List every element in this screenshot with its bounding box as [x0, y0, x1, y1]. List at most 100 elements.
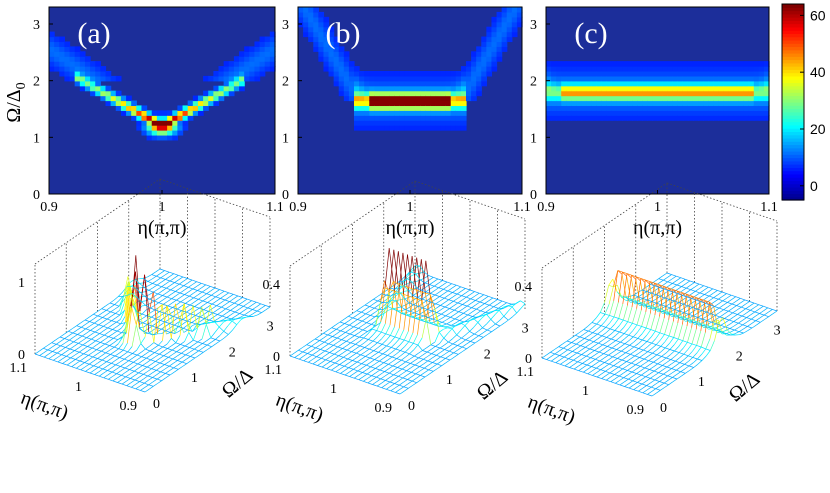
mesh-line — [589, 345, 595, 350]
mesh-line — [320, 349, 326, 352]
mesh-line — [617, 355, 622, 359]
mesh-line — [219, 289, 225, 292]
mesh-line — [365, 306, 370, 310]
mesh-line — [179, 303, 185, 322]
heatmap-cell — [455, 100, 462, 107]
mesh-line — [215, 339, 221, 342]
mesh-line — [683, 353, 689, 357]
mesh-line — [228, 329, 233, 335]
mesh-line — [424, 373, 430, 378]
mesh-line — [718, 298, 723, 302]
mesh-line — [336, 337, 342, 341]
mesh-line — [165, 374, 171, 379]
heatmap-cell — [703, 80, 709, 87]
mesh-line — [334, 362, 340, 365]
heatmap-cell — [100, 85, 107, 92]
heatmap-cell — [228, 80, 235, 87]
colorbar-segment — [782, 147, 804, 152]
mesh-line — [663, 285, 669, 289]
mesh-line — [679, 310, 685, 314]
mesh-line — [147, 368, 152, 372]
heatmap-cell — [318, 51, 325, 57]
mesh-line — [623, 319, 628, 323]
mesh-line — [420, 376, 426, 381]
mesh-line — [128, 353, 133, 357]
mesh-line — [148, 283, 153, 287]
mesh-line — [203, 309, 209, 312]
mesh-line — [659, 284, 664, 288]
heatmap-cell — [239, 85, 245, 92]
mesh-line — [609, 315, 615, 318]
mesh-line — [622, 365, 628, 370]
mesh-line — [80, 366, 86, 371]
mesh-line — [622, 271, 628, 274]
mesh-line — [440, 349, 445, 353]
heatmap-cell — [348, 95, 355, 102]
heatmap-cell — [343, 56, 350, 62]
mesh-line — [409, 353, 415, 357]
mesh-line — [256, 303, 262, 307]
mesh-line — [164, 312, 169, 316]
mesh-line — [185, 300, 190, 304]
heatmap-cell — [54, 36, 60, 43]
mesh-line — [148, 312, 155, 343]
heatmap-cell — [84, 85, 91, 92]
mesh-line — [75, 359, 81, 362]
mesh-line — [182, 320, 188, 325]
mesh-line — [638, 303, 644, 306]
mesh-line — [96, 350, 102, 355]
heatmap-cell — [753, 90, 760, 97]
mesh-line — [678, 347, 684, 353]
mesh-line — [47, 349, 53, 352]
heatmap-cell — [763, 90, 770, 97]
heatmap-cell — [687, 85, 694, 92]
mesh-line — [406, 314, 411, 318]
mesh-line — [329, 352, 335, 355]
mesh-line — [192, 288, 198, 291]
mesh-line — [161, 279, 166, 283]
mesh-line — [471, 300, 476, 304]
mesh-line — [668, 283, 673, 287]
mesh-line — [201, 307, 207, 325]
mesh-line — [77, 334, 83, 337]
heatmap-cell — [708, 95, 714, 102]
mesh-line — [623, 377, 629, 380]
heatmap-cell — [546, 100, 552, 107]
heatmap-cell — [611, 110, 618, 116]
heatmap-cell — [591, 61, 598, 67]
mesh-line — [666, 357, 671, 360]
x-tick-label: 1 — [407, 200, 414, 215]
mesh-line — [727, 302, 733, 305]
heatmap-cell — [100, 90, 107, 97]
mesh-line — [175, 335, 181, 343]
heatmap-cell — [551, 61, 557, 67]
mesh-line — [546, 356, 551, 360]
mesh-line — [85, 325, 91, 330]
mesh-line — [731, 300, 737, 305]
mesh-line — [149, 300, 155, 304]
mesh-line — [704, 291, 709, 295]
mesh-line — [265, 305, 271, 308]
x-tick-label: 1.1 — [513, 200, 531, 215]
heatmap-cell — [151, 134, 158, 141]
heatmap-cell — [374, 110, 381, 116]
mesh-line — [132, 353, 138, 356]
mesh-line — [677, 292, 683, 324]
mesh-line — [646, 385, 652, 388]
mesh-line — [646, 341, 652, 344]
heatmap-cell — [708, 75, 714, 82]
heatmap-cell — [496, 41, 503, 47]
mesh-line — [450, 314, 455, 318]
mesh-line — [416, 289, 421, 293]
mesh-line — [394, 290, 399, 293]
mesh-line — [657, 363, 663, 366]
mesh-line — [747, 323, 752, 327]
mesh-line — [358, 334, 364, 338]
heatmap-cell — [254, 51, 261, 57]
mesh-line — [348, 364, 354, 368]
mesh-line — [603, 346, 608, 350]
mesh-line — [497, 299, 503, 302]
mesh-line — [438, 325, 443, 328]
heatmap-cell — [259, 51, 266, 57]
mesh-line — [696, 346, 702, 354]
